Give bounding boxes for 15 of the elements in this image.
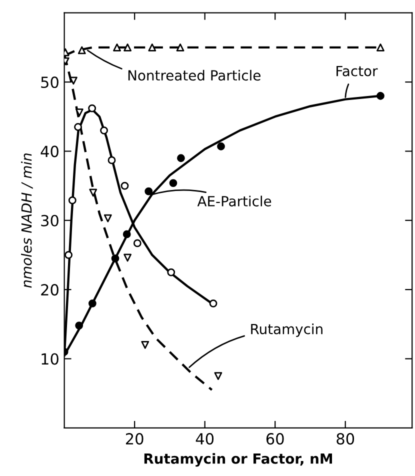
x-tick-label: 40 (196, 433, 214, 445)
x-axis-title: Rutamycin or Factor, nM (144, 453, 332, 467)
annotation: Rutamycin (251, 324, 322, 337)
x-tick-label: 80 (336, 433, 354, 445)
annotation: Factor (336, 66, 378, 76)
y-tick-label: 10 (42, 353, 58, 365)
annotation: Nontreated Particle (128, 70, 260, 81)
x-tick-label: 60 (266, 433, 284, 445)
y-axis-title: nmoles NADH / min (21, 154, 33, 288)
y-tick-label: 20 (41, 284, 58, 296)
annotation: AE-Particle (197, 196, 272, 206)
y-tick-label: 50 (41, 76, 58, 88)
y-tick-label: 40 (40, 146, 58, 158)
x-tick-label: 20 (126, 433, 144, 445)
y-tick-label: 30 (41, 214, 58, 226)
